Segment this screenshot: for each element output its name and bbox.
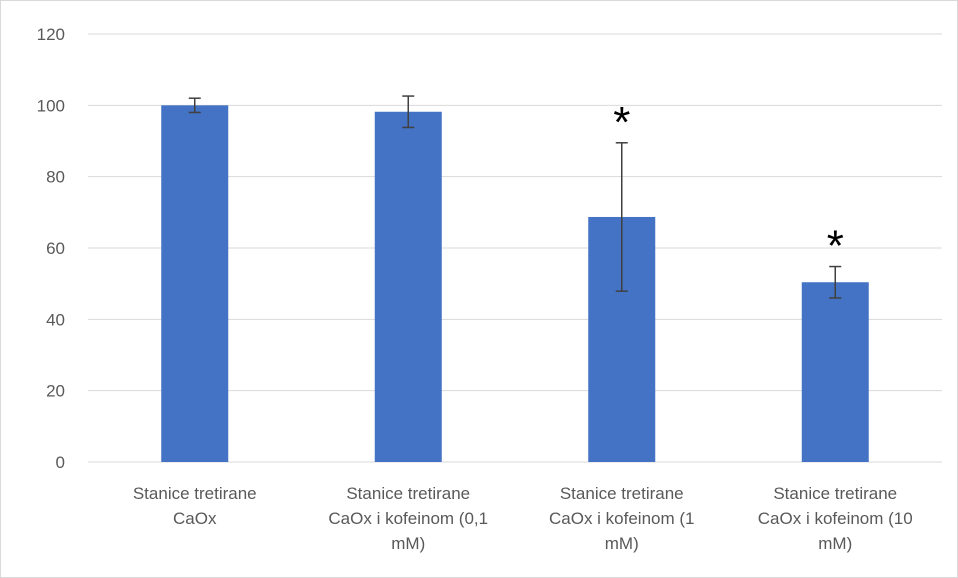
x-axis-category-labels: Stanice tretirane CaOx Stanice tretirane Ca… [133, 484, 913, 553]
error-bars [188, 95, 842, 299]
y-tick-label: 60 [46, 239, 65, 258]
y-axis-tick-labels: 0 20 40 60 80 100 120 [37, 25, 65, 472]
x-category-label: mM) [818, 534, 852, 553]
y-tick-label: 120 [37, 25, 65, 44]
significance-asterisk: * [827, 222, 844, 271]
x-category-label: CaOx i kofeinom (1 [549, 509, 695, 528]
x-category-label: CaOx i kofeinom (0,1 [328, 509, 488, 528]
gridlines [88, 33, 942, 463]
x-category-label: Stanice tretirane [773, 484, 897, 503]
y-tick-label: 20 [46, 382, 65, 401]
x-category-label: Stanice tretirane [560, 484, 684, 503]
x-category-label: Stanice tretirane [346, 484, 470, 503]
bar [374, 111, 442, 463]
x-category-label: mM) [391, 534, 425, 553]
y-tick-label: 80 [46, 168, 65, 187]
bar [161, 105, 229, 462]
significance-markers: ** [613, 98, 844, 271]
y-tick-label: 100 [37, 96, 65, 115]
x-category-label: Stanice tretirane [133, 484, 257, 503]
bars [161, 105, 869, 463]
significance-asterisk: * [613, 98, 630, 147]
y-tick-label: 40 [46, 310, 65, 329]
y-tick-label: 0 [56, 453, 65, 472]
x-category-label: CaOx i kofeinom (10 [758, 509, 913, 528]
x-category-label: CaOx [173, 509, 217, 528]
x-category-label: mM) [605, 534, 639, 553]
bar [801, 282, 869, 462]
